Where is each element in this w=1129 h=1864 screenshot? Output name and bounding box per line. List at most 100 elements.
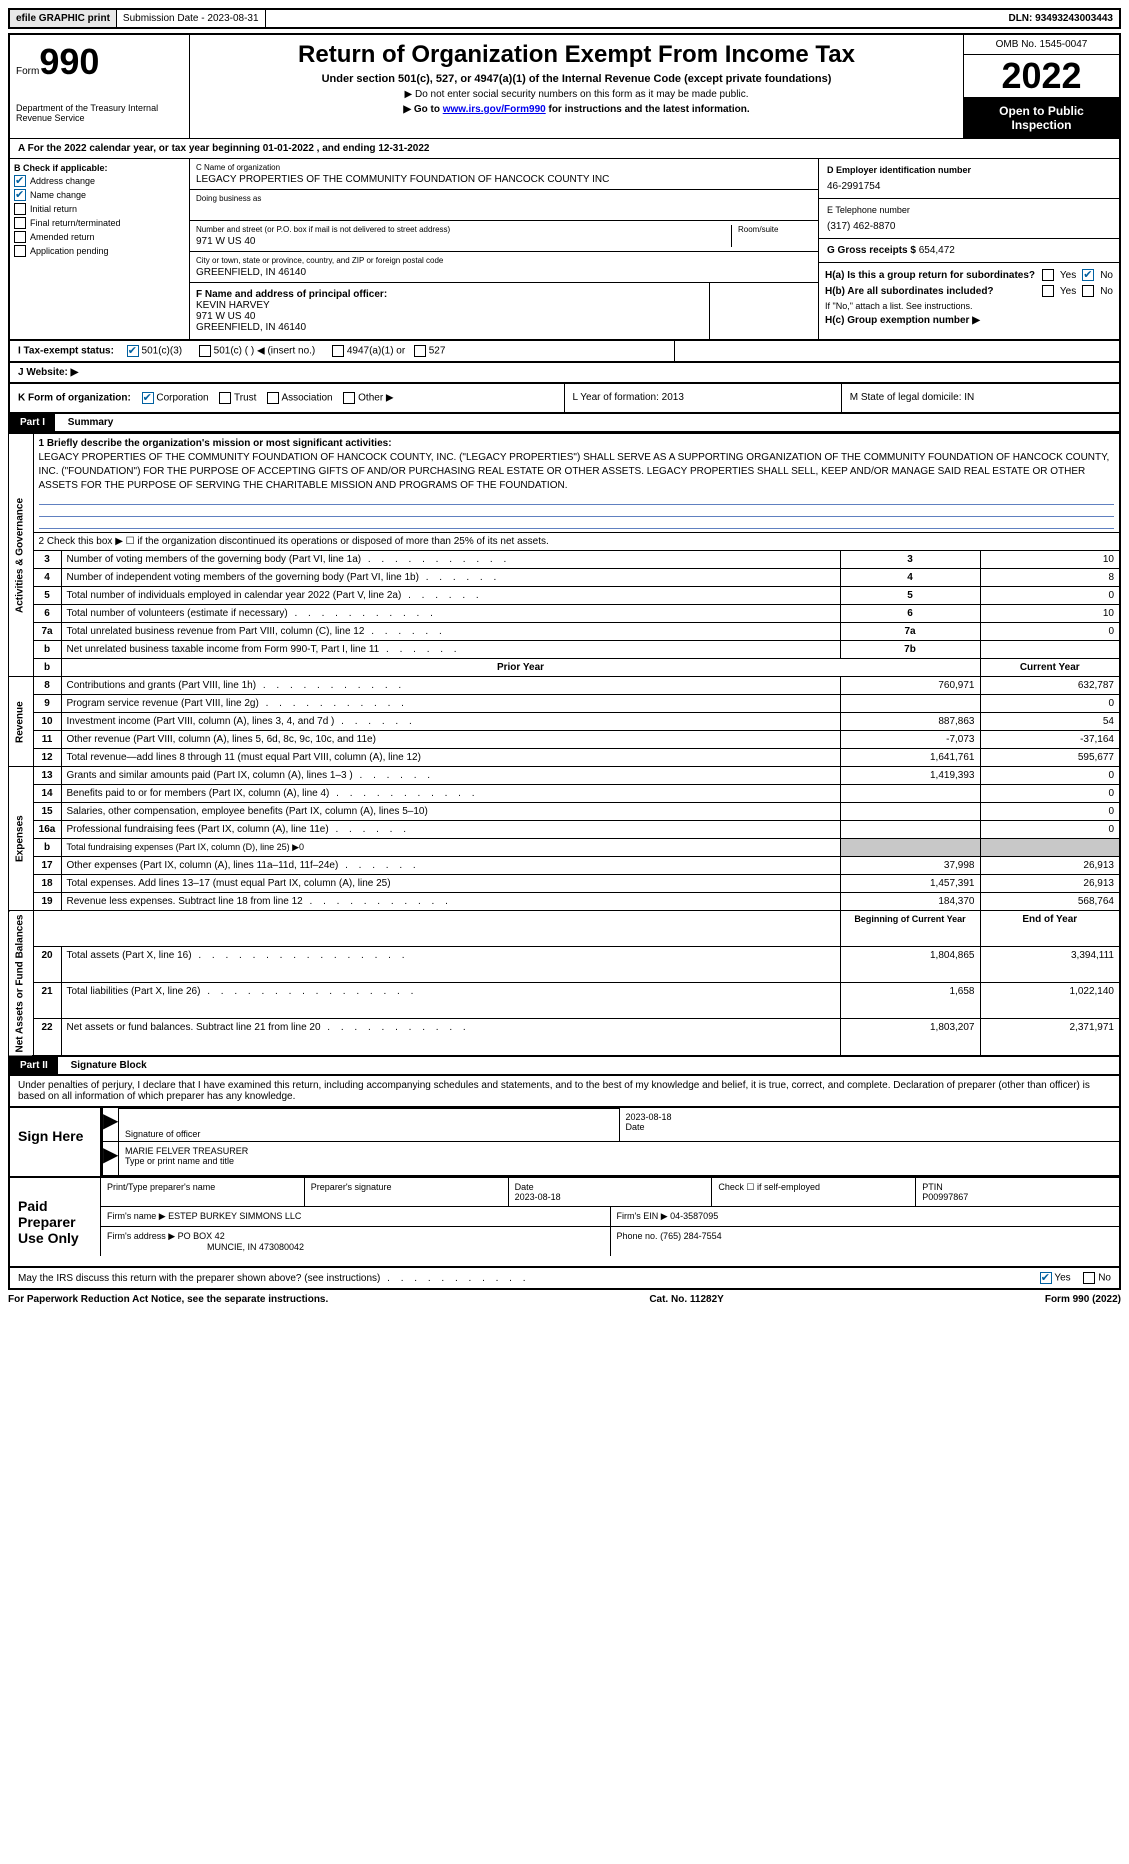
calendar-year-row: A For the 2022 calendar year, or tax yea…: [8, 138, 1121, 158]
ssn-notice: ▶ Do not enter social security numbers o…: [200, 89, 953, 100]
officer-name: KEVIN HARVEY: [196, 300, 703, 311]
top-bar: efile GRAPHIC print Submission Date - 20…: [8, 8, 1121, 29]
firm-addr: PO BOX 42: [178, 1231, 225, 1241]
open-to-public: Open to Public Inspection: [964, 98, 1119, 138]
ein-label: D Employer identification number: [827, 165, 1111, 175]
irs-link-line: ▶ Go to www.irs.gov/Form990 for instruct…: [200, 104, 953, 115]
street-value: 971 W US 40: [196, 236, 725, 247]
name-change-checkbox[interactable]: [14, 189, 26, 201]
phone-label: E Telephone number: [827, 205, 1111, 215]
preparer-phone: (765) 284-7554: [660, 1231, 722, 1241]
application-pending-checkbox[interactable]: [14, 245, 26, 257]
hb-label: H(b) Are all subordinates included?: [825, 286, 1036, 297]
side-revenue: Revenue: [9, 677, 33, 767]
firm-name: ESTEP BURKEY SIMMONS LLC: [168, 1211, 301, 1221]
phone-value: (317) 462-8870: [827, 221, 1111, 232]
gross-receipts-label: G Gross receipts $: [827, 245, 916, 256]
may-irs-discuss-row: May the IRS discuss this return with the…: [8, 1268, 1121, 1290]
form-header: Form990 Department of the Treasury Inter…: [8, 33, 1121, 138]
amended-return-checkbox[interactable]: [14, 231, 26, 243]
check-applicable-label: B Check if applicable:: [14, 163, 185, 173]
form-title: Return of Organization Exempt From Incom…: [200, 41, 953, 69]
prior-year-header: Prior Year: [61, 659, 980, 677]
form-org-label: K Form of organization:: [18, 393, 131, 404]
street-label: Number and street (or P.O. box if mail i…: [196, 225, 725, 234]
4947-checkbox[interactable]: [332, 345, 344, 357]
tax-exempt-row: I Tax-exempt status: 501(c)(3) 501(c) ( …: [8, 341, 1121, 363]
line-2: 2 Check this box ▶ ☐ if the organization…: [33, 533, 1120, 551]
mission-label: 1 Briefly describe the organization's mi…: [39, 437, 1115, 451]
current-year-header: Current Year: [980, 659, 1120, 677]
city-label: City or town, state or province, country…: [196, 256, 812, 265]
boy-header: Beginning of Current Year: [840, 911, 980, 947]
org-name: LEGACY PROPERTIES OF THE COMMUNITY FOUND…: [196, 174, 812, 185]
form-subtitle: Under section 501(c), 527, or 4947(a)(1)…: [200, 73, 953, 85]
arrow-icon: ▶: [100, 1142, 118, 1175]
form-org-row: K Form of organization: Corporation Trus…: [8, 384, 1121, 414]
city-value: GREENFIELD, IN 46140: [196, 267, 812, 278]
dba-label: Doing business as: [196, 194, 812, 203]
paid-preparer-label: Paid Preparer Use Only: [10, 1178, 100, 1266]
corporation-checkbox[interactable]: [142, 392, 154, 404]
org-name-label: C Name of organization: [196, 163, 812, 172]
year-formation: L Year of formation: 2013: [565, 384, 842, 412]
side-net-assets: Net Assets or Fund Balances: [9, 911, 33, 1057]
501c3-checkbox[interactable]: [127, 345, 139, 357]
irs-discuss-no-checkbox[interactable]: [1083, 1272, 1095, 1284]
part-ii-header: Part II: [10, 1057, 58, 1074]
state-domicile: M State of legal domicile: IN: [842, 384, 1119, 412]
trust-checkbox[interactable]: [219, 392, 231, 404]
ptin-value: P00997867: [922, 1192, 968, 1202]
address-change-checkbox[interactable]: [14, 175, 26, 187]
perjury-statement: Under penalties of perjury, I declare th…: [8, 1076, 1121, 1108]
ha-yes-checkbox[interactable]: [1042, 269, 1054, 281]
hb-yes-checkbox[interactable]: [1042, 285, 1054, 297]
part-i-title: Summary: [58, 414, 124, 431]
main-info-block: B Check if applicable: Address change Na…: [8, 158, 1121, 341]
ein-value: 46-2991754: [827, 181, 1111, 192]
527-checkbox[interactable]: [414, 345, 426, 357]
hb-no-checkbox[interactable]: [1082, 285, 1094, 297]
officer-addr2: GREENFIELD, IN 46140: [196, 322, 703, 333]
mission-text: LEGACY PROPERTIES OF THE COMMUNITY FOUND…: [39, 451, 1115, 493]
arrow-icon: ▶: [100, 1108, 118, 1141]
irs-discuss-yes-checkbox[interactable]: [1040, 1272, 1052, 1284]
efile-graphic-print-button[interactable]: efile GRAPHIC print: [10, 10, 117, 27]
gross-receipts-value: 654,472: [919, 245, 955, 256]
officer-addr1: 971 W US 40: [196, 311, 703, 322]
pra-notice: For Paperwork Reduction Act Notice, see …: [8, 1294, 328, 1305]
officer-name-title: MARIE FELVER TREASURER: [125, 1146, 1113, 1156]
website-label: J Website: ▶: [18, 367, 78, 378]
page-footer: For Paperwork Reduction Act Notice, see …: [8, 1290, 1121, 1309]
ha-no-checkbox[interactable]: [1082, 269, 1094, 281]
dba-value: [196, 205, 812, 216]
form-footer: Form 990 (2022): [1045, 1294, 1121, 1305]
eoy-header: End of Year: [980, 911, 1120, 947]
part-ii-title: Signature Block: [61, 1057, 157, 1074]
cat-number: Cat. No. 11282Y: [649, 1294, 723, 1305]
sign-here-block: Sign Here ▶ Signature of officer 2023-08…: [8, 1108, 1121, 1178]
dept-treasury: Department of the Treasury Internal Reve…: [16, 103, 183, 123]
initial-return-checkbox[interactable]: [14, 203, 26, 215]
room-label: Room/suite: [738, 225, 812, 234]
submission-date: Submission Date - 2023-08-31: [117, 10, 266, 27]
501c-checkbox[interactable]: [199, 345, 211, 357]
firm-ein: 04-3587095: [670, 1211, 718, 1221]
hb-note: If "No," attach a list. See instructions…: [825, 301, 1113, 311]
ha-label: H(a) Is this a group return for subordin…: [825, 270, 1036, 281]
final-return-checkbox[interactable]: [14, 217, 26, 229]
side-expenses: Expenses: [9, 767, 33, 911]
website-row: J Website: ▶: [8, 363, 1121, 384]
tax-exempt-label: I Tax-exempt status:: [18, 346, 114, 357]
form-number: 990: [39, 41, 99, 82]
sign-here-label: Sign Here: [10, 1108, 100, 1176]
side-activities-governance: Activities & Governance: [9, 434, 33, 677]
form-word: Form: [16, 66, 39, 77]
dln-number: DLN: 93493243003443: [1002, 10, 1119, 27]
tax-year: 2022: [964, 55, 1119, 98]
irs-gov-link[interactable]: www.irs.gov/Form990: [443, 104, 546, 115]
association-checkbox[interactable]: [267, 392, 279, 404]
hc-label: H(c) Group exemption number ▶: [825, 315, 1113, 326]
other-checkbox[interactable]: [343, 392, 355, 404]
summary-table: Activities & Governance 1 Briefly descri…: [8, 433, 1121, 1057]
